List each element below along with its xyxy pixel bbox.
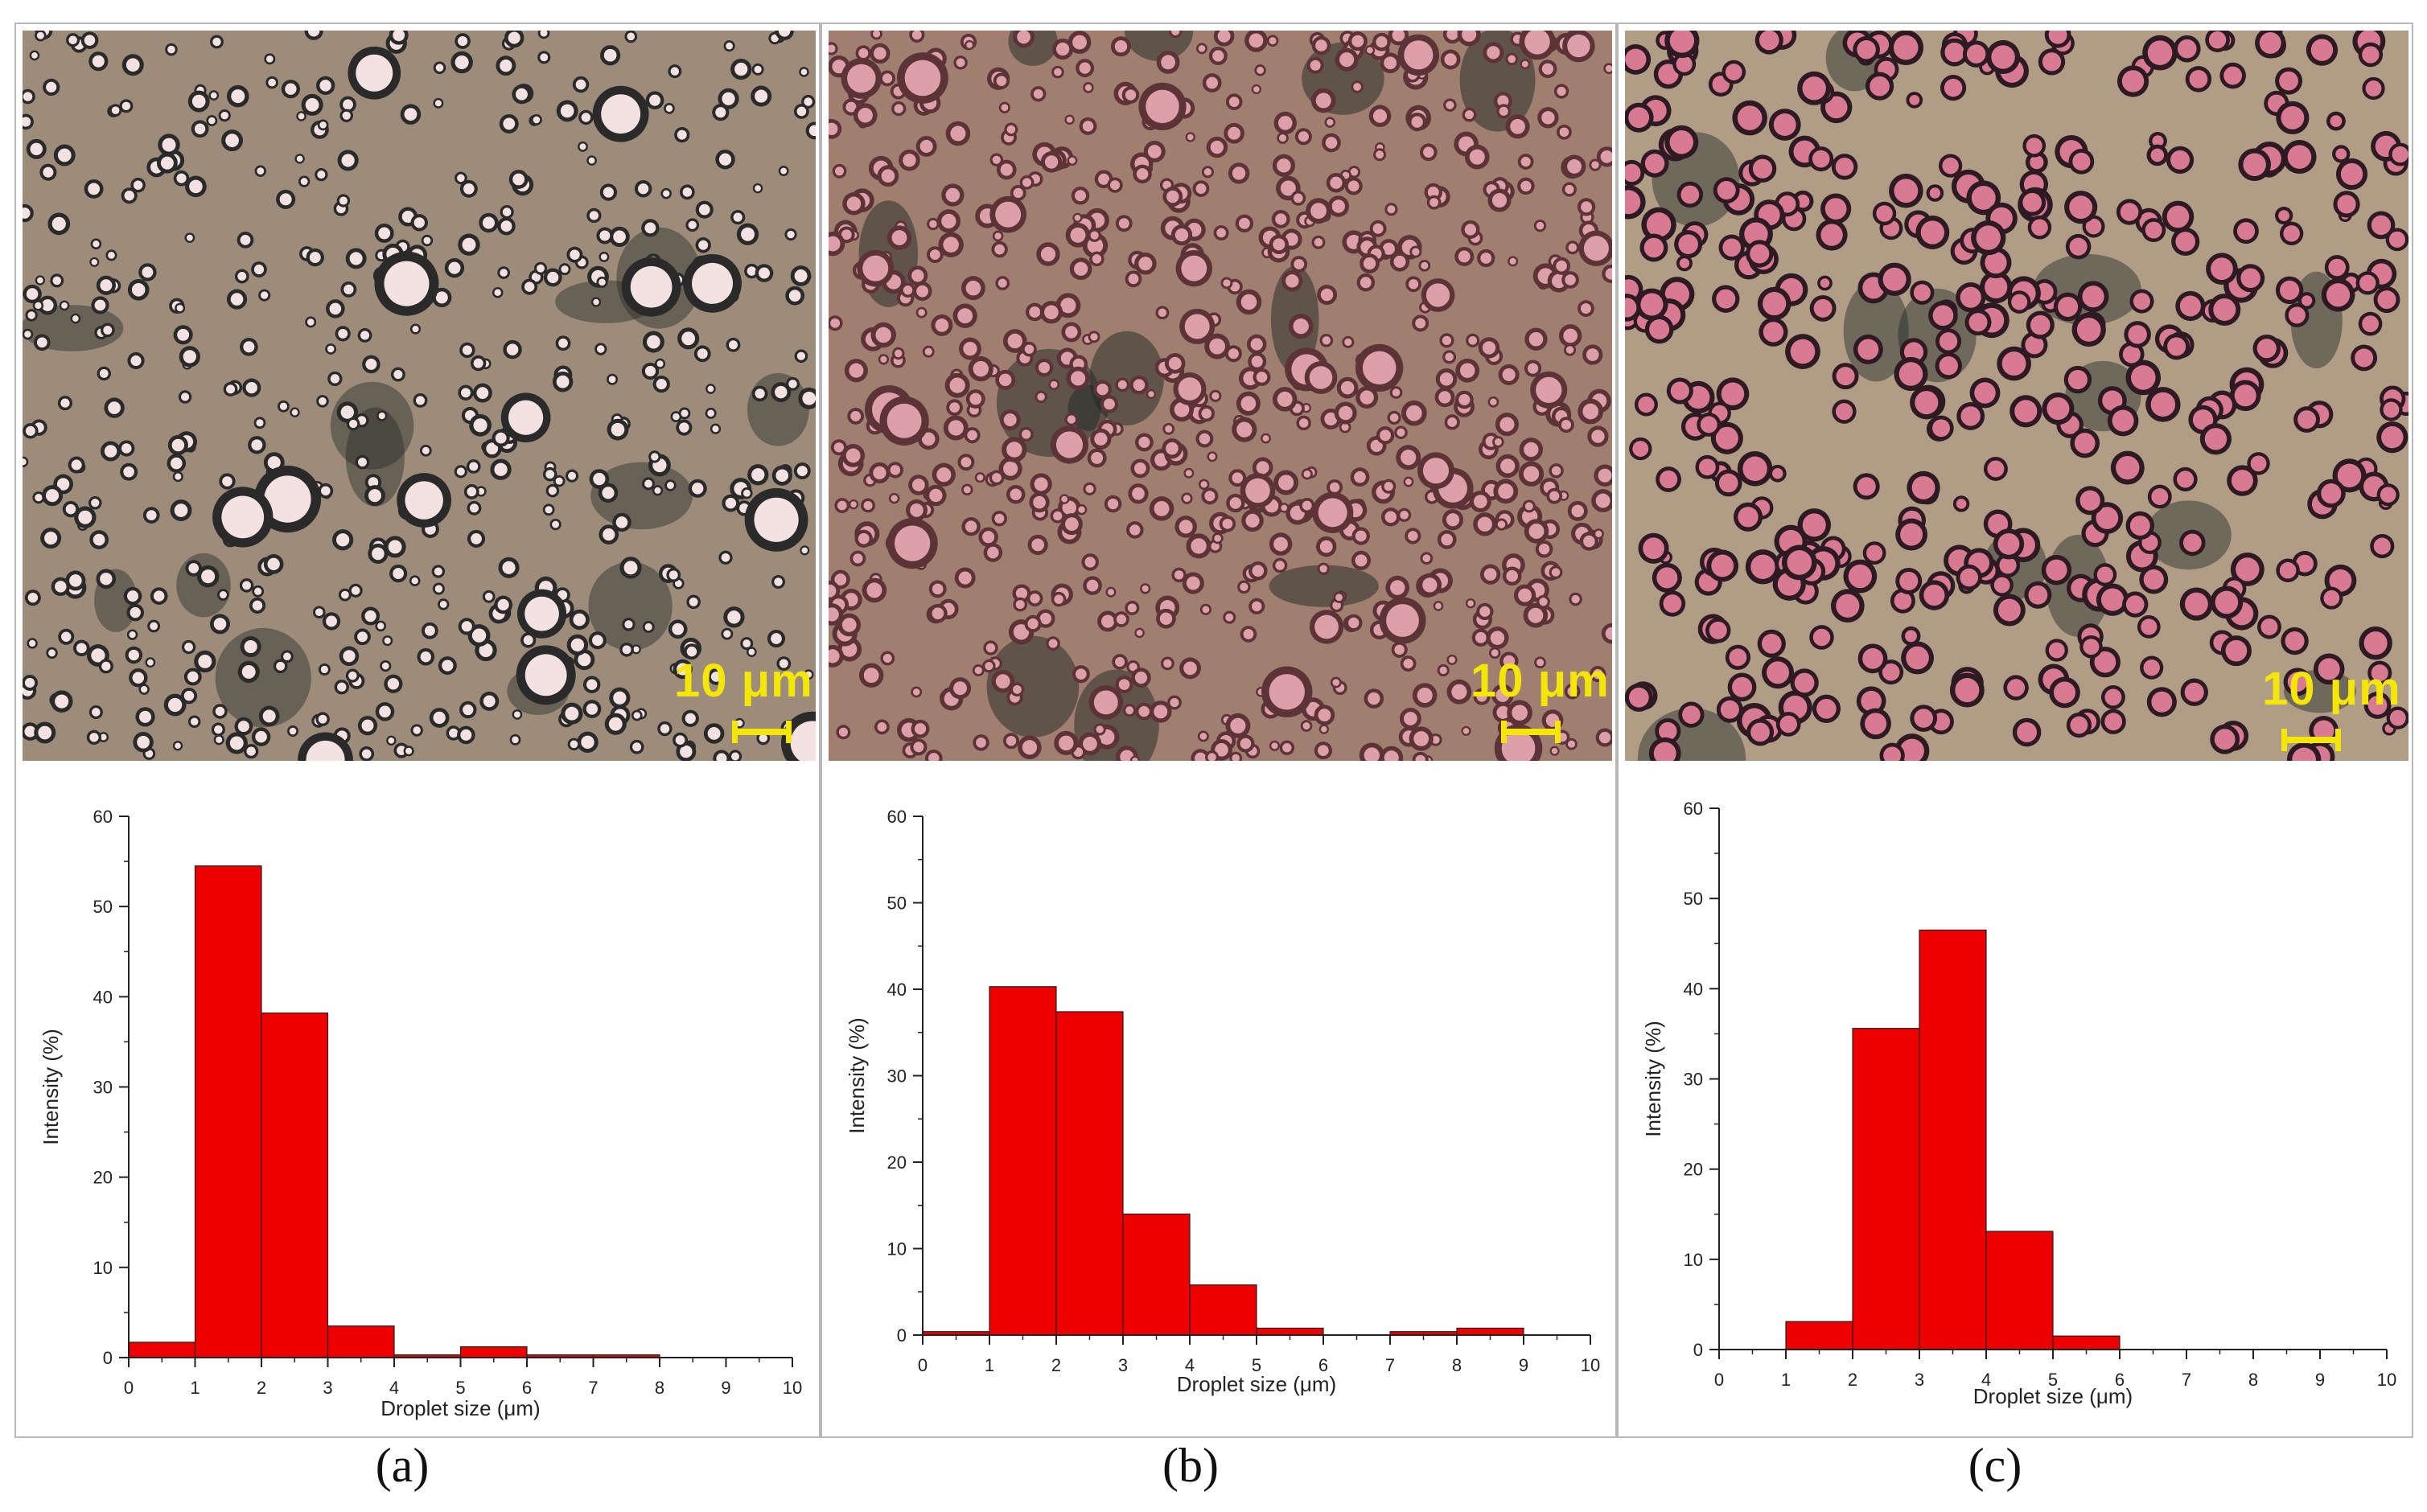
histogram-bar — [1456, 1327, 1524, 1336]
micrograph-image — [829, 31, 1612, 761]
y-tick-label: 30 — [1684, 1070, 1703, 1090]
y-tick-label: 50 — [93, 897, 113, 917]
x-tick-label: 10 — [783, 1378, 802, 1398]
x-tick-label: 2 — [1848, 1370, 1857, 1390]
panel-label-a: (a) — [375, 1439, 430, 1492]
x-tick-label: 9 — [721, 1378, 730, 1398]
x-tick-label: 0 — [124, 1378, 134, 1398]
histogram-bar — [261, 1012, 329, 1358]
histogram-bar — [194, 865, 262, 1358]
y-tick-label: 0 — [897, 1325, 907, 1346]
x-tick-label: 6 — [522, 1378, 532, 1398]
y-axis-label: Intensity (%) — [1641, 1021, 1665, 1137]
y-tick-label: 50 — [1684, 889, 1703, 909]
histogram-bar — [1189, 1284, 1257, 1336]
x-tick-label: 4 — [1185, 1355, 1195, 1375]
x-axis-label: Droplet size (μm) — [1973, 1384, 2133, 1408]
x-axis-label: Droplet size (μm) — [381, 1396, 540, 1420]
panel-b: 10 μm 0 1 2 3 4 5 6 7 8 9 10 0 10 20 30 40 50 60 Droplet s… — [821, 23, 1617, 1438]
y-tick-label: 60 — [887, 807, 907, 827]
histogram-bar — [1785, 1321, 1853, 1350]
x-tick-label: 4 — [389, 1378, 399, 1398]
x-tick-label: 2 — [257, 1378, 266, 1398]
histogram-b: 0 1 2 3 4 5 6 7 8 9 10 0 10 20 30 40 50 60 Droplet size (μ… — [845, 807, 1600, 1396]
y-axis-label: Intensity (%) — [845, 1017, 869, 1134]
micrograph-image — [23, 31, 816, 761]
panel-label-b: (b) — [1162, 1439, 1219, 1492]
histogram-c: 0 1 2 3 4 5 6 7 8 9 10 0 10 20 30 40 50 60 Droplet size (μ… — [1641, 799, 2396, 1408]
panel-label-c: (c) — [1968, 1439, 2022, 1492]
x-tick-label: 3 — [323, 1378, 332, 1398]
micrograph-c: 10 μm — [1625, 31, 2408, 761]
y-tick-label: 40 — [93, 987, 113, 1007]
micrograph-b: 10 μm — [829, 31, 1612, 761]
y-tick-label: 0 — [1693, 1340, 1703, 1360]
x-tick-label: 1 — [985, 1355, 994, 1375]
y-tick-label: 30 — [93, 1078, 113, 1098]
x-tick-label: 5 — [1252, 1355, 1261, 1375]
y-tick-label: 10 — [93, 1258, 113, 1278]
histogram-bar — [1919, 929, 1987, 1350]
y-tick-label: 30 — [887, 1066, 907, 1087]
y-tick-label: 20 — [887, 1152, 907, 1173]
histogram-bar — [1055, 1011, 1124, 1336]
x-tick-label: 9 — [2315, 1370, 2325, 1390]
x-tick-label: 7 — [1385, 1355, 1395, 1375]
x-tick-label: 9 — [1519, 1355, 1528, 1375]
x-tick-label: 0 — [1714, 1370, 1724, 1390]
scale-bar — [1501, 721, 1561, 743]
micrograph-image — [1625, 31, 2408, 761]
histogram-bar — [1256, 1327, 1324, 1336]
x-tick-label: 3 — [1118, 1355, 1128, 1375]
x-tick-label: 3 — [1915, 1370, 1924, 1390]
x-tick-label: 5 — [2048, 1370, 2058, 1390]
x-tick-label: 1 — [190, 1378, 200, 1398]
x-axis-label: Droplet size (μm) — [1177, 1372, 1336, 1396]
y-tick-label: 10 — [1684, 1250, 1703, 1270]
scale-bar-label: 10 μm — [2262, 663, 2401, 715]
x-tick-label: 4 — [1981, 1370, 1991, 1390]
histogram-bar — [989, 986, 1057, 1336]
panel-c: 10 μm 0 1 2 3 4 5 6 7 8 9 10 0 10 20 30 40 50 60 Droplet s… — [1617, 23, 2413, 1438]
y-tick-label: 20 — [1684, 1160, 1703, 1180]
y-tick-label: 20 — [93, 1168, 113, 1188]
histogram-bar — [2052, 1335, 2121, 1350]
x-tick-label: 10 — [1581, 1355, 1600, 1375]
x-tick-label: 5 — [455, 1378, 465, 1398]
y-tick-label: 40 — [1684, 979, 1703, 999]
x-tick-label: 7 — [588, 1378, 598, 1398]
histogram-bar — [459, 1346, 528, 1358]
y-tick-label: 60 — [1684, 799, 1703, 819]
scale-bar — [2281, 729, 2341, 751]
x-tick-label: 8 — [2248, 1370, 2258, 1390]
x-tick-label: 7 — [2182, 1370, 2191, 1390]
micrograph-a: 10 μm — [23, 31, 816, 761]
scale-bar — [732, 721, 792, 743]
x-tick-label: 1 — [1781, 1370, 1791, 1390]
histogram-a: 0 1 2 3 4 5 6 7 8 9 10 0 10 20 30 40 50 60 Droplet size (μ… — [39, 807, 802, 1420]
x-tick-label: 6 — [1318, 1355, 1328, 1375]
scale-bar-label: 10 μm — [1471, 655, 1610, 707]
y-axis-label: Intensity (%) — [39, 1029, 63, 1145]
histogram-bar — [1852, 1028, 1920, 1350]
panel-a: 10 μm 0 1 2 3 4 5 6 7 8 9 10 0 10 20 30 40 50 60 Droplet s… — [14, 23, 821, 1438]
y-tick-label: 40 — [887, 980, 907, 1000]
y-tick-label: 60 — [93, 807, 113, 827]
x-tick-label: 8 — [655, 1378, 664, 1398]
histogram-bar — [1985, 1231, 2054, 1350]
x-tick-label: 10 — [2377, 1370, 2396, 1390]
y-tick-label: 50 — [887, 894, 907, 914]
x-tick-label: 8 — [1452, 1355, 1462, 1375]
y-tick-label: 10 — [887, 1239, 907, 1259]
y-tick-label: 0 — [103, 1348, 113, 1368]
x-tick-label: 6 — [2115, 1370, 2125, 1390]
histogram-bar — [327, 1325, 395, 1358]
x-tick-label: 2 — [1051, 1355, 1061, 1375]
histogram-bar — [1122, 1213, 1191, 1336]
histogram-bar — [128, 1341, 196, 1358]
x-tick-label: 0 — [918, 1355, 928, 1375]
scale-bar-label: 10 μm — [674, 655, 813, 707]
